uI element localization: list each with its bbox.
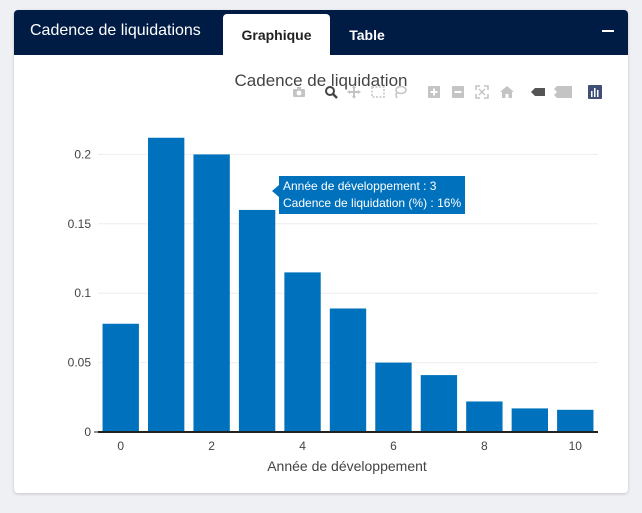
x-tick-label: 10 (569, 439, 583, 453)
y-tick-labels: 0 0.05 0.1 0.15 0.2 (68, 147, 92, 439)
x-axis-label: Année de développement (267, 458, 427, 474)
bar-year-2[interactable] (193, 154, 230, 432)
compare-hover-icon[interactable] (553, 84, 573, 100)
y-tick-label: 0.15 (68, 217, 92, 231)
tab-graphique[interactable]: Graphique (223, 14, 330, 55)
plotly-logo-icon[interactable] (587, 84, 603, 100)
bar-year-9[interactable] (511, 408, 548, 432)
zoom-out-icon[interactable] (450, 84, 466, 100)
tooltip-year: Année de développement : 3 (283, 179, 437, 193)
plot-modebar (14, 84, 628, 102)
reset-home-icon[interactable] (499, 84, 515, 100)
pan-icon[interactable] (346, 84, 362, 100)
bar-year-4[interactable] (284, 272, 321, 432)
autoscale-icon[interactable] (474, 84, 490, 100)
lasso-icon[interactable] (392, 84, 408, 100)
zoom-icon[interactable] (323, 84, 339, 100)
bars (102, 137, 594, 433)
tab-table[interactable]: Table (349, 27, 385, 43)
bar-year-5[interactable] (329, 308, 367, 432)
y-tick-label: 0.2 (74, 147, 91, 161)
bar-year-8[interactable] (466, 401, 503, 432)
x-tick-label: 4 (299, 439, 306, 453)
bar-year-3[interactable] (238, 209, 276, 432)
bar-chart: 0 0.05 0.1 0.15 0.2 0 2 4 6 8 10 Année de dévelop… (68, 137, 598, 474)
bar-year-7[interactable] (420, 375, 458, 432)
tooltip-pointer (272, 185, 279, 197)
bar-year-10[interactable] (557, 409, 594, 432)
x-tick-label: 6 (390, 439, 397, 453)
tooltip-rate: Cadence de liquidation (%) : 16% (283, 196, 462, 210)
panel-title: Cadence de liquidations (30, 22, 201, 39)
panel-header: Cadence de liquidations Graphique Table (14, 10, 628, 55)
hover-tooltip: Année de développement : 3 Cadence de li… (279, 176, 466, 214)
bar-year-0[interactable] (102, 323, 139, 432)
x-tick-labels: 0 2 4 6 8 10 (117, 439, 582, 453)
y-tick-label: 0 (84, 425, 91, 439)
x-tick-label: 2 (208, 439, 215, 453)
liquidation-panel: Cadence de liquidations Graphique Table … (14, 10, 628, 493)
chart-title: Cadence de liquidation (234, 71, 408, 90)
spike-lines-icon[interactable] (530, 84, 546, 100)
x-tick-label: 8 (481, 439, 488, 453)
y-tick-label: 0.05 (68, 356, 92, 370)
box-select-icon[interactable] (370, 84, 386, 100)
zoom-in-icon[interactable] (426, 84, 442, 100)
minus-icon[interactable] (602, 24, 614, 38)
bar-year-1[interactable] (148, 137, 185, 433)
bar-year-6[interactable] (375, 362, 412, 432)
camera-icon[interactable] (291, 84, 307, 100)
y-tick-label: 0.1 (74, 286, 91, 300)
x-tick-label: 0 (117, 439, 124, 453)
